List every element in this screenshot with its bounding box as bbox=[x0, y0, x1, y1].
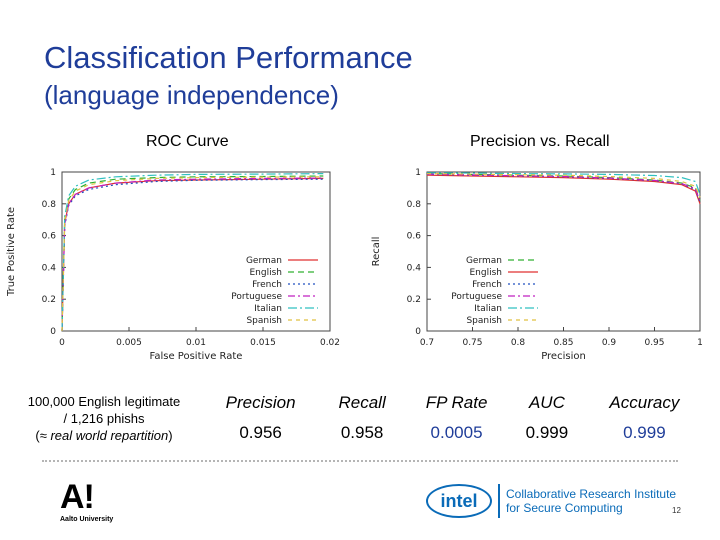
roc-chart-title: ROC Curve bbox=[146, 133, 229, 150]
pr-ytick-label: 1 bbox=[415, 168, 421, 178]
roc-ytick-label: 0.4 bbox=[42, 263, 57, 273]
page-number: 12 bbox=[672, 506, 681, 515]
pr-xtick-label: 1 bbox=[697, 338, 703, 348]
metric-header-precision: Precision bbox=[225, 393, 296, 412]
metric-header-recall: Recall bbox=[338, 393, 386, 412]
roc-plot-frame bbox=[61, 171, 331, 332]
roc-ytick-label: 0 bbox=[50, 327, 56, 337]
pr-chart-title: Precision vs. Recall bbox=[470, 133, 610, 150]
pr-y-axis-label: Recall bbox=[371, 237, 382, 267]
roc-ytick-label: 0.2 bbox=[42, 295, 56, 305]
roc-ytick-label: 1 bbox=[50, 168, 56, 178]
pr-xtick-label: 0.9 bbox=[602, 338, 617, 348]
pr-series-line bbox=[426, 172, 701, 195]
dataset-line1: 100,000 English legitimate bbox=[27, 394, 181, 409]
precision-recall-chart: 0 0.2 0.4 0.6 0.8 1 0.7 0.75 0.8 0.85 0.9 0.95 1 Prec… bbox=[371, 168, 703, 362]
pr-ytick-label: 0 bbox=[415, 327, 421, 337]
pr-xtick-label: 0.95 bbox=[644, 338, 664, 348]
pr-plot-frame bbox=[426, 171, 701, 332]
roc-legend-label: Portuguese bbox=[231, 292, 282, 302]
pr-series-line bbox=[426, 173, 701, 202]
pr-ytick-label: 0.2 bbox=[407, 295, 421, 305]
pr-ytick-label: 0.6 bbox=[407, 232, 422, 242]
roc-series-line bbox=[61, 178, 324, 332]
metrics-header-row: Precision Recall FP Rate AUC Accuracy bbox=[200, 388, 705, 418]
pr-legend-label: English bbox=[470, 268, 503, 278]
pr-xtick-label: 0.85 bbox=[553, 338, 573, 348]
pr-legend-label: Portuguese bbox=[451, 292, 502, 302]
footer-divider bbox=[42, 460, 678, 462]
metric-value-accuracy: 0.999 bbox=[623, 423, 666, 442]
dataset-line3: (≈ real world repartition) bbox=[14, 427, 194, 444]
pr-xtick-label: 0.8 bbox=[511, 338, 526, 348]
roc-xtick-label: 0 bbox=[59, 338, 65, 348]
roc-xtick-label: 0.015 bbox=[250, 338, 276, 348]
metric-value-recall: 0.958 bbox=[340, 423, 384, 442]
aalto-logo: A! Aalto University bbox=[60, 480, 113, 523]
pr-xtick-label: 0.75 bbox=[462, 338, 482, 348]
roc-legend-label: English bbox=[250, 268, 283, 278]
pr-legend-label: German bbox=[466, 256, 502, 266]
metric-header-fp-rate: FP Rate bbox=[425, 393, 488, 412]
metric-header-accuracy: Accuracy bbox=[609, 393, 680, 412]
roc-legend-label: Spanish bbox=[246, 316, 282, 326]
intel-text-line2: for Secure Computing bbox=[506, 501, 623, 515]
roc-chart: 0 0.2 0.4 0.6 0.8 1 0 0.005 0.01 0.015 0.02 False P… bbox=[6, 168, 340, 362]
pr-legend-label: Spanish bbox=[466, 316, 502, 326]
roc-series-line bbox=[61, 177, 324, 332]
intel-logo: intel Collaborative Research Institute f… bbox=[426, 484, 676, 518]
intel-text-line1: Collaborative Research Institute bbox=[506, 487, 677, 501]
metrics-value-row: 0.956 0.958 0.0005 0.999 0.999 bbox=[200, 418, 705, 448]
roc-xtick-label: 0.01 bbox=[186, 338, 206, 348]
dataset-description: 100,000 English legitimate / 1,216 phish… bbox=[14, 393, 194, 444]
roc-series-line bbox=[61, 177, 324, 332]
metric-value-fp-rate: 0.0005 bbox=[430, 423, 483, 442]
metric-header-auc: AUC bbox=[528, 393, 565, 412]
pr-series-line bbox=[426, 174, 701, 205]
aalto-text: Aalto University bbox=[60, 516, 114, 523]
metrics-table: Precision Recall FP Rate AUC Accuracy 0.… bbox=[200, 388, 705, 448]
pr-xtick-label: 0.7 bbox=[420, 338, 434, 348]
intel-mark-text: intel bbox=[440, 490, 478, 511]
dataset-line3-italic: ≈ real world repartition bbox=[39, 428, 169, 443]
intel-mark-icon: intel bbox=[426, 484, 492, 518]
roc-xtick-label: 0.005 bbox=[116, 338, 142, 348]
dataset-line3-suffix: ) bbox=[168, 428, 173, 443]
roc-legend-label: German bbox=[246, 256, 282, 266]
pr-legend-label: French bbox=[472, 280, 502, 290]
metric-value-auc: 0.999 bbox=[525, 423, 569, 442]
pr-series-line bbox=[426, 173, 701, 198]
dataset-line3-prefix: ( bbox=[35, 428, 40, 443]
roc-legend-label: French bbox=[252, 280, 282, 290]
roc-ytick-label: 0.8 bbox=[42, 200, 57, 210]
roc-series-line bbox=[61, 175, 324, 332]
roc-series-line bbox=[61, 176, 324, 332]
pr-ytick-label: 0.8 bbox=[407, 200, 422, 210]
metric-value-precision: 0.956 bbox=[239, 423, 282, 442]
roc-legend-label: Italian bbox=[254, 304, 282, 314]
roc-series-line bbox=[61, 173, 324, 332]
roc-y-axis-label: True Positive Rate bbox=[6, 207, 17, 297]
pr-x-axis-label: Precision bbox=[541, 351, 586, 362]
pr-ytick-label: 0.4 bbox=[407, 263, 422, 273]
roc-xtick-label: 0.02 bbox=[320, 338, 340, 348]
slide-title-line2: (language independence) bbox=[44, 80, 339, 110]
aalto-mark: A! bbox=[60, 478, 95, 516]
pr-legend-label: Italian bbox=[474, 304, 502, 314]
intel-logo-divider bbox=[498, 484, 500, 518]
slide-title-line1: Classification Performance bbox=[44, 40, 413, 75]
dataset-line2: / 1,216 phishs bbox=[63, 411, 145, 426]
roc-x-axis-label: False Positive Rate bbox=[150, 351, 243, 362]
roc-ytick-label: 0.6 bbox=[42, 232, 57, 242]
